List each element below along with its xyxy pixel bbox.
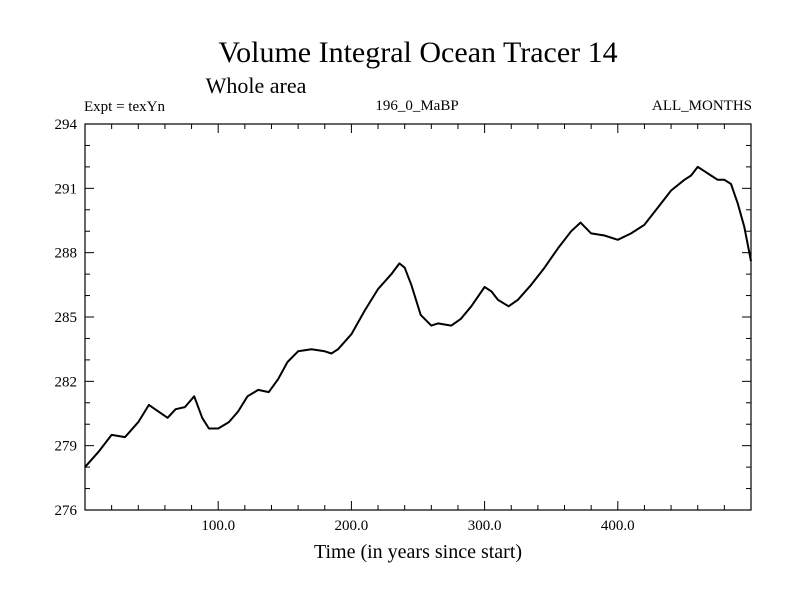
y-tick-label: 291 [55, 181, 78, 197]
x-tick-label: 400.0 [601, 518, 635, 534]
y-tick-label: 282 [55, 374, 78, 390]
x-tick-label: 300.0 [468, 518, 502, 534]
axis-ticks: 276 279 282 285 288 291 294 100.0 200.0 300.0 400.… [55, 117, 751, 534]
series-line [84, 165, 752, 468]
y-tick-label: 294 [55, 117, 78, 133]
plot-frame [84, 123, 752, 511]
x-tick-label: 200.0 [335, 518, 369, 534]
experiment-label: Expt = texYn [84, 99, 165, 115]
x-tick-label: 100.0 [201, 518, 235, 534]
y-tick-label: 285 [55, 310, 78, 326]
months-label: ALL_MONTHS [652, 98, 752, 114]
run-id-label: 196_0_MaBP [375, 98, 458, 114]
chart-title: Volume Integral Ocean Tracer 14 [218, 36, 617, 69]
plot-area: 276 279 282 285 288 291 294 100.0 200.0 300.0 400.… [55, 117, 752, 534]
y-tick-label: 279 [55, 439, 78, 455]
y-tick-label: 276 [55, 503, 78, 519]
chart-subtitle: Whole area [206, 73, 307, 98]
y-tick-label: 288 [55, 246, 78, 262]
x-axis-label: Time (in years since start) [314, 541, 522, 563]
